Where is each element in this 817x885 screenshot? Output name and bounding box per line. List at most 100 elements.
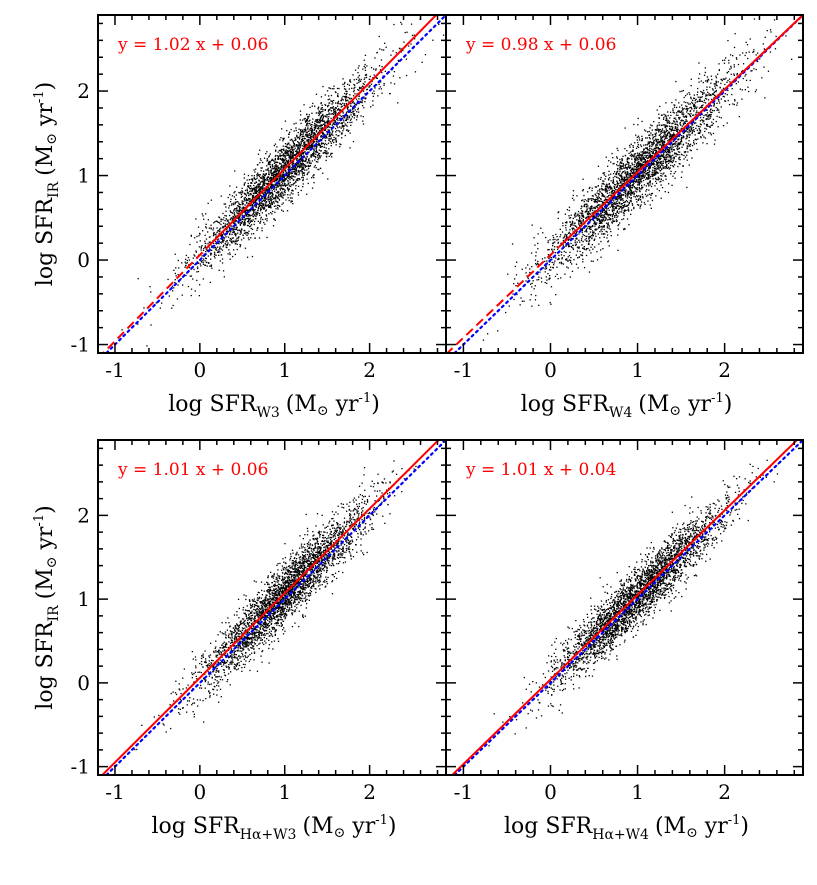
- scatter-point: [302, 175, 304, 177]
- scatter-point: [302, 131, 304, 133]
- scatter-point: [259, 188, 261, 191]
- scatter-point: [288, 185, 291, 187]
- scatter-point: [606, 213, 608, 216]
- scatter-point: [287, 194, 289, 196]
- scatter-point: [241, 202, 243, 204]
- scatter-point: [289, 150, 291, 152]
- scatter-point: [150, 291, 152, 293]
- scatter-point: [556, 239, 558, 241]
- scatter-point: [266, 201, 268, 203]
- scatter-point: [221, 235, 223, 237]
- scatter-point: [660, 140, 662, 143]
- scatter-point: [241, 203, 243, 206]
- scatter-point: [263, 196, 266, 199]
- scatter-point: [714, 87, 717, 89]
- scatter-point: [308, 120, 310, 122]
- scatter-point: [658, 142, 660, 144]
- scatter-point: [326, 130, 328, 133]
- scatter-point: [289, 181, 291, 184]
- scatter-point: [328, 113, 330, 115]
- scatter-point: [250, 182, 252, 184]
- scatter-point: [718, 102, 721, 104]
- scatter-point: [595, 198, 598, 201]
- scatter-point: [277, 166, 279, 168]
- scatter-point: [174, 281, 176, 284]
- scatter-point: [615, 213, 617, 215]
- scatter-point: [270, 211, 272, 214]
- scatter-point: [260, 216, 262, 218]
- scatter-point: [678, 142, 680, 145]
- scatter-point: [678, 158, 680, 160]
- scatter-point: [207, 219, 209, 221]
- scatter-point: [254, 190, 256, 192]
- scatter-point: [724, 100, 726, 102]
- scatter-point: [308, 116, 310, 118]
- scatter-point: [323, 120, 325, 122]
- scatter-point: [262, 205, 264, 207]
- scatter-point: [278, 199, 281, 201]
- scatter-point: [368, 85, 370, 87]
- scatter-point: [321, 111, 323, 113]
- scatter-point: [333, 123, 335, 126]
- scatter-point: [225, 241, 227, 243]
- scatter-point: [265, 205, 268, 207]
- scatter-point: [564, 213, 566, 215]
- scatter-point: [282, 188, 284, 190]
- scatter-point: [331, 107, 334, 109]
- scatter-point: [234, 220, 236, 222]
- scatter-point: [682, 115, 684, 117]
- scatter-point: [259, 210, 262, 212]
- scatter-point: [342, 126, 344, 128]
- scatter-point: [272, 184, 274, 186]
- scatter-point: [299, 134, 301, 136]
- scatter-point: [218, 238, 220, 240]
- scatter-point: [364, 93, 366, 95]
- scatter-point: [257, 208, 260, 210]
- scatter-point: [593, 221, 596, 223]
- scatter-point: [381, 66, 383, 68]
- scatter-point: [322, 132, 324, 134]
- scatter-point: [313, 135, 315, 137]
- scatter-point: [301, 119, 304, 121]
- scatter-point: [241, 213, 243, 215]
- scatter-point: [282, 173, 284, 175]
- scatter-point: [307, 130, 309, 132]
- scatter-point: [550, 269, 552, 271]
- scatter-point: [252, 180, 254, 182]
- scatter-point: [327, 142, 330, 144]
- scatter-point: [324, 123, 326, 126]
- scatter-point: [655, 147, 657, 150]
- scatter-point: [692, 126, 694, 129]
- scatter-point: [248, 194, 250, 197]
- scatter-point: [238, 217, 240, 219]
- scatter-point: [291, 200, 293, 202]
- scatter-point: [674, 117, 676, 119]
- scatter-point: [235, 239, 237, 241]
- scatter-point: [257, 184, 259, 186]
- scatter-point: [242, 206, 244, 208]
- scatter-point: [355, 78, 358, 80]
- scatter-point: [627, 207, 630, 209]
- scatter-point: [347, 116, 349, 119]
- scatter-point: [627, 161, 629, 163]
- scatter-point: [260, 177, 263, 179]
- scatter-point: [620, 192, 622, 195]
- scatter-point: [279, 149, 281, 152]
- scatter-point: [216, 239, 219, 241]
- scatter-point: [331, 113, 333, 115]
- scatter-point: [296, 150, 298, 152]
- scatter-point: [331, 88, 333, 90]
- scatter-point: [599, 220, 601, 222]
- scatter-point: [604, 188, 606, 190]
- scatter-point: [275, 195, 277, 197]
- scatter-point: [226, 240, 228, 242]
- scatter-point: [291, 163, 293, 166]
- scatter-point: [332, 116, 335, 118]
- scatter-point: [681, 120, 683, 122]
- scatter-point: [314, 135, 317, 137]
- scatter-point: [352, 102, 354, 104]
- scatter-point: [679, 122, 681, 124]
- scatter-point: [699, 126, 701, 128]
- scatter-point: [337, 95, 339, 98]
- scatter-point: [306, 140, 308, 142]
